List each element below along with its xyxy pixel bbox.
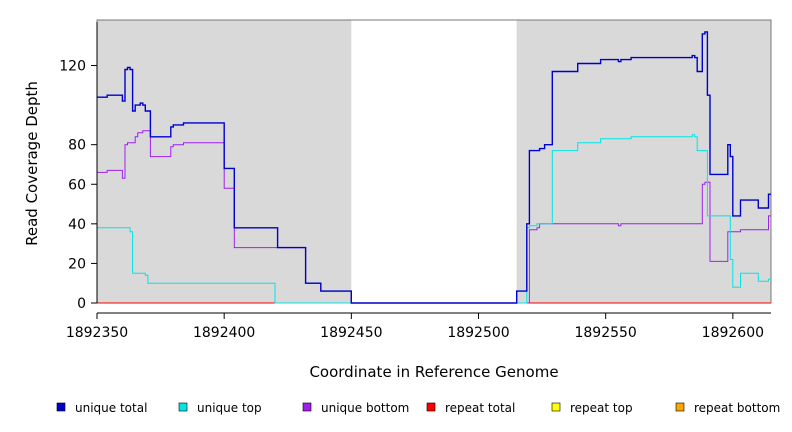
legend-swatch xyxy=(56,402,66,412)
x-axis-title: Coordinate in Reference Genome xyxy=(309,363,558,381)
legend-swatch xyxy=(302,402,312,412)
legend-item-unique-bottom: unique bottom xyxy=(302,401,409,415)
legend-label: unique top xyxy=(197,401,262,415)
x-tick-label: 1892550 xyxy=(574,325,636,341)
x-tick-label: 1892400 xyxy=(193,325,255,341)
shaded-regions xyxy=(97,20,771,303)
y-tick-label: 40 xyxy=(68,217,86,233)
x-tick-label: 1892600 xyxy=(702,325,764,341)
y-tick-label: 80 xyxy=(68,138,86,154)
legend-item-unique-top: unique top xyxy=(178,401,262,415)
legend-swatch xyxy=(178,402,188,412)
x-tick-label: 1892450 xyxy=(320,325,382,341)
y-tick-label: 60 xyxy=(68,177,86,193)
series-lines xyxy=(97,31,771,304)
legend-label: unique total xyxy=(75,401,147,415)
legend: unique total unique top unique bottom repea… xyxy=(56,401,780,415)
series-unique-total xyxy=(97,31,771,304)
legend-label: unique bottom xyxy=(321,401,409,415)
series-unique-top xyxy=(97,134,771,304)
y-tick-label: 20 xyxy=(68,256,86,272)
legend-item-unique-total: unique total xyxy=(56,401,147,415)
legend-swatch xyxy=(551,402,561,412)
y-tick-label: 120 xyxy=(59,59,86,75)
legend-swatch xyxy=(675,402,685,412)
y-axis-title: Read Coverage Depth xyxy=(23,81,41,246)
legend-item-repeat-top: repeat top xyxy=(551,401,633,415)
axes: 1892350 1892400 1892450 1892500 1892550 18926… xyxy=(59,22,771,341)
y-tick-label: 0 xyxy=(77,296,86,312)
x-tick-label: 1892350 xyxy=(66,325,128,341)
legend-label: repeat top xyxy=(570,401,633,415)
legend-swatch xyxy=(426,402,436,412)
legend-item-repeat-bottom: repeat bottom xyxy=(675,401,780,415)
legend-label: repeat total xyxy=(445,401,515,415)
x-tick-label: 1892500 xyxy=(447,325,509,341)
legend-item-repeat-total: repeat total xyxy=(426,401,515,415)
shaded-region-1 xyxy=(516,20,771,303)
legend-label: repeat bottom xyxy=(694,401,780,415)
